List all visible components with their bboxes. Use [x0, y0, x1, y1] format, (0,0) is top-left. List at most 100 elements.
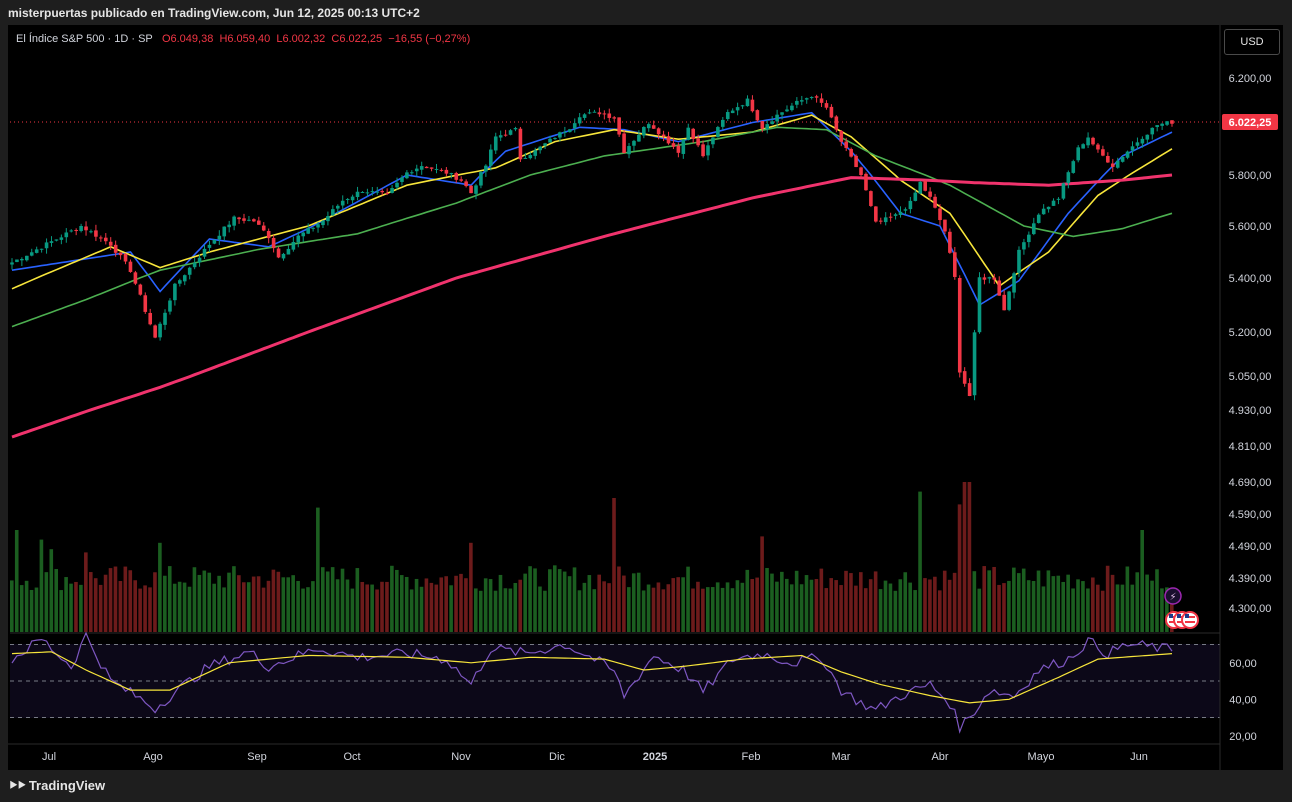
candle-body — [1130, 146, 1135, 151]
volume-bar — [898, 579, 903, 632]
volume-bar — [666, 584, 671, 632]
ohlc-change: −16,55 (−0,27%) — [388, 33, 471, 45]
volume-bar — [987, 570, 991, 632]
candle-body — [266, 230, 271, 239]
candle-body — [479, 172, 483, 186]
volume-bar — [1051, 576, 1056, 632]
candle-body — [410, 172, 414, 174]
volume-bar — [24, 580, 29, 632]
candle-body — [227, 224, 231, 228]
volume-bar — [814, 579, 819, 632]
candle-body — [646, 124, 651, 129]
candle-body — [671, 143, 676, 147]
volume-bar — [138, 588, 142, 632]
candle-body — [242, 218, 246, 221]
moving-average-line — [11, 173, 1173, 439]
volume-bar — [1031, 580, 1036, 632]
volume-bar — [1061, 581, 1066, 632]
candle-body — [128, 261, 133, 272]
volume-bar — [1002, 583, 1006, 632]
candle-body — [1002, 294, 1006, 311]
candle-body — [903, 209, 908, 211]
volume-bar — [942, 570, 947, 632]
volume-bar — [44, 572, 49, 632]
candle-body — [212, 239, 217, 244]
volume-bar — [859, 572, 863, 632]
candle-body — [681, 139, 686, 154]
candle-body — [375, 191, 380, 193]
volume-bar — [977, 588, 982, 632]
candle-body — [158, 323, 162, 338]
volume-bar — [434, 584, 439, 632]
volume-bar — [740, 582, 745, 632]
volume-bar — [775, 581, 779, 632]
volume-bar — [449, 585, 453, 632]
axes: 6.200,00 6.022,25 5.800,00 5.600,00 5.400,00… — [8, 25, 1278, 770]
candle-body — [222, 226, 227, 237]
rsi-tick-label: 20,00 — [1229, 731, 1257, 743]
price-tick-label: 4.810,00 — [1229, 441, 1272, 453]
currency-button[interactable]: USD — [1224, 29, 1280, 55]
candle-body — [819, 98, 824, 103]
volume-bar — [424, 578, 429, 632]
price-tick-label: 4.930,00 — [1229, 405, 1272, 417]
volume-bar — [10, 580, 14, 632]
candle-body — [286, 248, 291, 255]
volume-bar — [562, 571, 567, 632]
candle-body — [874, 206, 878, 222]
candle-body — [345, 199, 350, 201]
candle-body — [1125, 151, 1130, 158]
volume-bar — [933, 576, 937, 632]
candle-body — [1150, 127, 1155, 135]
volume-bar — [1135, 572, 1140, 632]
volume-bar — [98, 584, 103, 632]
candle-body — [943, 219, 947, 232]
volume-bar — [246, 582, 251, 632]
volume-bar — [242, 582, 246, 632]
candle-body — [444, 169, 449, 174]
candle-body — [138, 284, 143, 295]
candle-body — [1007, 291, 1011, 310]
candle-body — [997, 280, 1002, 296]
candle-body — [94, 230, 98, 237]
candle-body — [795, 100, 799, 105]
rsi-tick-label: 60,00 — [1229, 658, 1257, 670]
candle-body — [1022, 242, 1026, 250]
candle-body — [804, 98, 809, 100]
volume-bar — [691, 588, 695, 632]
volume-bar — [567, 576, 572, 632]
volume-bar — [878, 589, 883, 632]
candle-body — [923, 180, 927, 191]
volume-bar — [617, 566, 621, 632]
candle-body — [335, 205, 340, 209]
candle-body — [730, 110, 735, 114]
lightning-icon-glyph: ⚡ — [1169, 592, 1176, 603]
volume-bar — [824, 588, 829, 632]
candle-body — [1076, 147, 1081, 161]
footer-brand[interactable]: ⯈⯈ TradingView — [8, 778, 105, 794]
us-flag-canton — [1177, 614, 1181, 618]
time-tick-label: Feb — [742, 751, 761, 763]
candle-body — [888, 216, 893, 218]
candle-body — [1106, 155, 1110, 163]
rsi-background — [10, 644, 1220, 718]
volume-bar — [143, 585, 147, 632]
time-tick-label: 2025 — [643, 751, 667, 763]
volume-bar — [1095, 584, 1100, 632]
volume-bar — [1160, 588, 1164, 632]
volume-bar — [385, 581, 389, 632]
volume-bar — [854, 585, 858, 632]
candle-body — [1046, 206, 1051, 210]
volume-bar — [187, 586, 192, 632]
candle-body — [503, 134, 508, 136]
volume-bar — [982, 566, 987, 632]
ohlc-close: C6.022,25 — [331, 33, 383, 45]
candles — [10, 93, 1174, 401]
candle-body — [182, 275, 187, 282]
volume-bar — [992, 566, 996, 632]
candle-body — [202, 248, 207, 257]
candle-body — [10, 262, 14, 265]
volume-bar — [464, 578, 468, 632]
candle-body — [814, 96, 819, 98]
